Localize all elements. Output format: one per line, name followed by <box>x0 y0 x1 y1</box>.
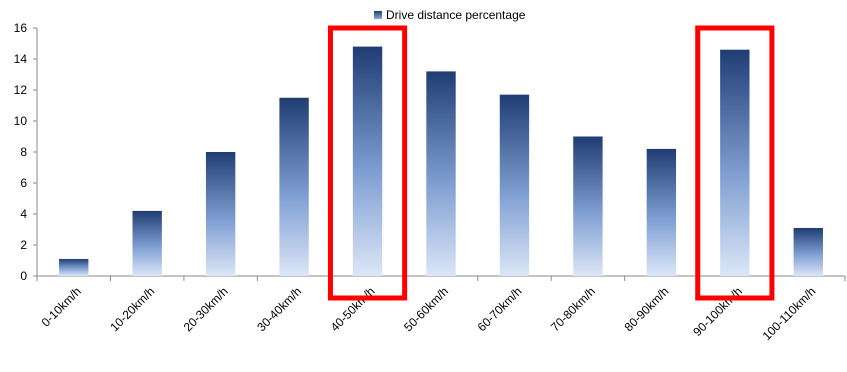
x-tick-label: 70-80km/h <box>548 284 598 334</box>
bar-70-80km-h <box>573 136 603 276</box>
legend: Drive distance percentage <box>374 8 525 22</box>
highlight-box <box>695 25 775 301</box>
x-tick-label: 40-50km/h <box>328 284 378 334</box>
highlight-boxes <box>327 25 775 301</box>
y-tick-label: 16 <box>14 21 28 35</box>
bar-0-10km-h <box>59 258 89 276</box>
y-tick-label: 2 <box>20 238 27 252</box>
bar-20-30km-h <box>205 152 236 276</box>
legend-swatch <box>374 11 382 19</box>
bar-10-20km-h <box>132 210 162 276</box>
bar-60-70km-h <box>499 94 530 277</box>
y-tick-label: 10 <box>14 114 28 128</box>
y-tick-label: 6 <box>20 176 27 190</box>
bar-50-60km-h <box>426 71 456 277</box>
x-tick-label: 30-40km/h <box>254 284 304 334</box>
legend-label: Drive distance percentage <box>386 8 526 22</box>
bar-100-110km-h <box>793 227 823 276</box>
highlight-box <box>327 25 408 301</box>
y-axis: 0 2 4 6 8 10 12 14 16 <box>14 21 38 283</box>
y-tick-label: 14 <box>14 52 28 66</box>
x-tick-label: 20-30km/h <box>181 284 231 334</box>
y-tick-label: 4 <box>20 207 27 221</box>
bar-30-40km-h <box>279 97 309 276</box>
x-tick-label: 80-90km/h <box>621 284 671 334</box>
bars <box>59 46 823 277</box>
x-axis: 0-10km/h 10-20km/h 20-30km/h 30-40km/h 40-50… <box>36 275 846 343</box>
x-tick-label: 100-110km/h <box>760 284 819 343</box>
x-tick-label: 10-20km/h <box>107 284 157 334</box>
bar-80-90km-h <box>646 148 677 276</box>
x-tick-label: 0-10km/h <box>39 284 84 329</box>
x-tick-label: 50-60km/h <box>401 284 451 334</box>
y-tick-label: 8 <box>20 145 27 159</box>
bar-40-50km-h <box>352 46 383 276</box>
x-tick-label: 60-70km/h <box>475 284 525 334</box>
bar-90-100km-h <box>720 49 750 277</box>
y-tick-label: 0 <box>20 269 27 283</box>
y-tick-label: 12 <box>14 83 28 97</box>
